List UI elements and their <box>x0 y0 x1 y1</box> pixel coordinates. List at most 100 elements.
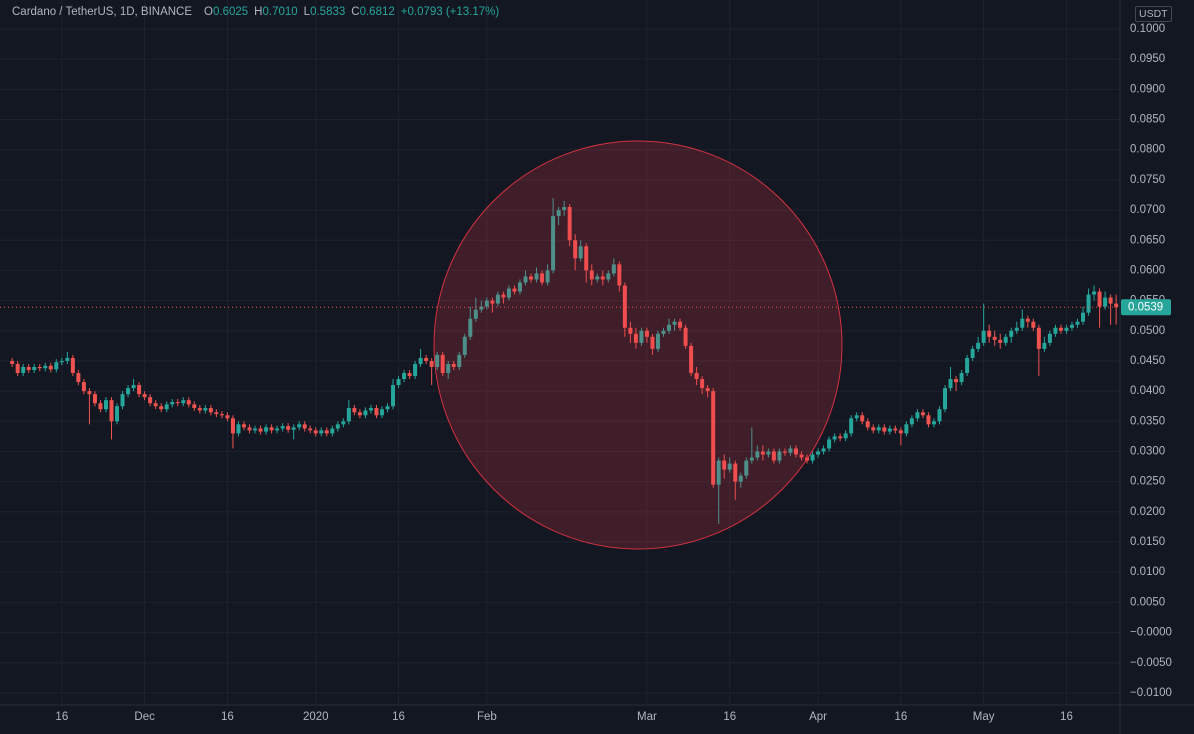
x-tick-label: Dec <box>134 711 155 723</box>
candle-body <box>1031 321 1036 328</box>
candle-body <box>672 321 677 325</box>
candle-body <box>407 373 412 377</box>
candle-body <box>992 336 997 340</box>
candle-body <box>313 430 318 434</box>
candle-body <box>230 418 235 434</box>
candle-body <box>280 426 285 429</box>
candle-body <box>633 333 638 343</box>
y-tick-label: −0.0000 <box>1130 627 1172 639</box>
candle-body <box>1014 327 1019 331</box>
candle-body <box>87 391 92 395</box>
y-tick-label: 0.0800 <box>1130 144 1165 156</box>
candle-body <box>678 321 683 328</box>
candle-body <box>943 388 948 410</box>
candle-body <box>192 404 197 409</box>
x-tick-label: Apr <box>809 711 827 723</box>
x-tick-label: 16 <box>221 711 234 723</box>
candle-body <box>1053 327 1058 334</box>
candle-body <box>418 357 423 364</box>
candle-body <box>368 408 373 411</box>
candle-body <box>600 276 605 280</box>
candle-body <box>479 306 484 310</box>
candle-body <box>611 264 616 274</box>
candle-body <box>567 207 572 241</box>
candle-body <box>126 388 131 395</box>
candle-body <box>208 408 213 413</box>
y-tick-label: 0.0650 <box>1130 234 1165 246</box>
y-tick-label: 0.0250 <box>1130 476 1165 488</box>
candle-body <box>253 428 258 431</box>
candle-body <box>650 336 655 349</box>
y-tick-label: 0.0600 <box>1130 264 1165 276</box>
candle-body <box>738 475 743 482</box>
candle-body <box>766 451 771 455</box>
candle-body <box>26 366 31 371</box>
candle-body <box>1075 321 1080 325</box>
candle-body <box>468 318 473 337</box>
candle-body <box>733 463 738 482</box>
y-tick-label: 0.0500 <box>1130 325 1165 337</box>
candle-body <box>959 373 964 383</box>
ohlc-key: H <box>254 6 263 18</box>
candle-body <box>462 336 467 355</box>
candle-body <box>529 276 534 280</box>
currency-badge[interactable]: USDT <box>1135 6 1172 22</box>
ohlc-value: 0.6025 <box>212 6 249 18</box>
candle-body <box>755 451 760 458</box>
x-tick-label: 16 <box>723 711 736 723</box>
candle-body <box>793 448 798 455</box>
candle-body <box>622 285 627 328</box>
candle-body <box>970 348 975 358</box>
candle-body <box>308 428 313 431</box>
candle-body <box>915 412 920 419</box>
candle-body <box>948 379 953 389</box>
candle-body <box>628 327 633 334</box>
candle-body <box>843 433 848 439</box>
candle-body <box>490 300 495 304</box>
candle-body <box>291 427 296 430</box>
candle-body <box>43 365 48 369</box>
candle-body <box>838 436 843 439</box>
candle-body <box>871 427 876 431</box>
candle-body <box>744 460 749 476</box>
candle-body <box>247 427 252 431</box>
candle-body <box>379 409 384 416</box>
candle-body <box>159 406 164 410</box>
candle-body <box>655 333 660 349</box>
y-tick-label: 0.0850 <box>1130 114 1165 126</box>
candle-body <box>103 400 108 410</box>
candle-body <box>131 385 136 389</box>
candle-body <box>799 454 804 458</box>
candle-body <box>832 436 837 440</box>
candle-body <box>545 270 550 283</box>
candle-body <box>689 345 694 374</box>
x-tick-label: May <box>973 711 995 723</box>
candle-body <box>324 430 329 434</box>
y-tick-label: 0.0350 <box>1130 415 1165 427</box>
candle-body <box>716 460 721 485</box>
candle-body <box>827 439 832 449</box>
candle-body <box>451 363 456 367</box>
candle-body <box>424 357 429 361</box>
candle-body <box>341 421 346 425</box>
candle-body <box>506 288 511 298</box>
candle-body <box>722 460 727 470</box>
candle-body <box>148 397 153 404</box>
candle-body <box>711 391 716 485</box>
candle-body <box>1058 327 1063 331</box>
candle-body <box>81 382 86 392</box>
candle-body <box>10 360 15 364</box>
y-tick-label: 0.0450 <box>1130 355 1165 367</box>
candle-body <box>821 448 826 452</box>
candle-body <box>893 428 898 431</box>
candle-body <box>556 210 561 217</box>
candle-body <box>137 385 142 395</box>
candle-body <box>484 300 489 307</box>
candle-body <box>1025 318 1030 322</box>
y-tick-label: 0.0150 <box>1130 536 1165 548</box>
circle-annotation <box>433 140 843 550</box>
candle-body <box>700 379 705 389</box>
candle-body <box>170 401 175 405</box>
